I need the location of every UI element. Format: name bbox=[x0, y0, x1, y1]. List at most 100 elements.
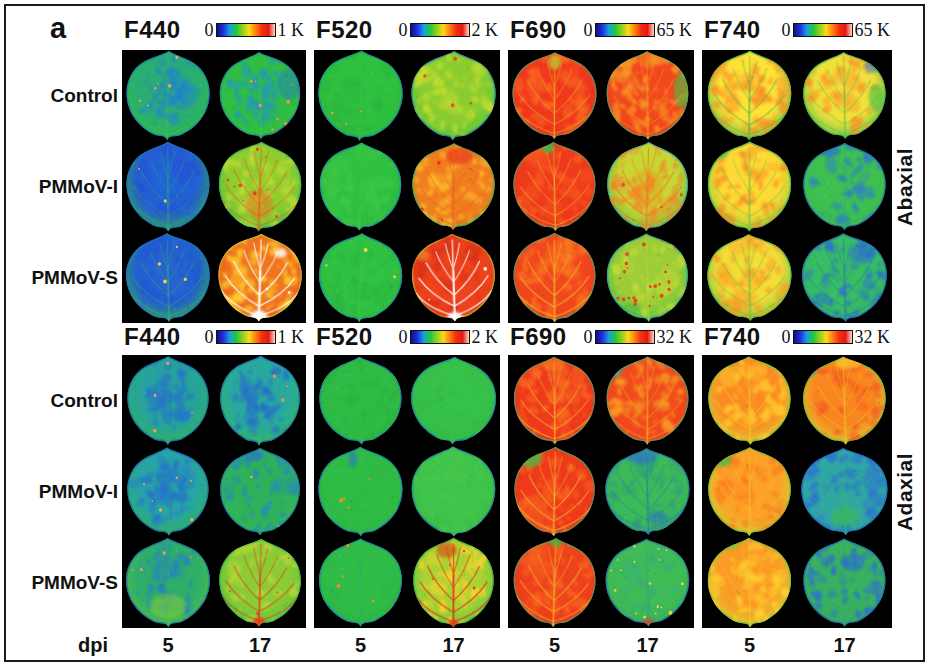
channel-header-f740-adaxial: F740 0 32 K bbox=[704, 323, 890, 351]
leaf-image-control-5dpi bbox=[704, 355, 795, 449]
figure-panel: a F44001 KF52002 KF690065 KF740065 KAbax… bbox=[0, 0, 931, 671]
channel-label: F520 bbox=[316, 16, 373, 44]
color-scale: 02 K bbox=[399, 327, 499, 348]
leaf-image-pmmov-i-17dpi bbox=[409, 445, 498, 540]
leaf-image-pmmov-s-17dpi bbox=[216, 231, 304, 323]
dpi-value: 17 bbox=[797, 634, 892, 657]
leaf-image-control-17dpi bbox=[409, 50, 498, 144]
dpi-value: 5 bbox=[508, 634, 601, 657]
leaf-image-pmmov-i-17dpi bbox=[216, 445, 304, 540]
row-label-pmmov-i: PMMoV-I bbox=[6, 481, 118, 503]
leaf-image-pmmov-i-5dpi bbox=[510, 140, 599, 235]
surface-label-abaxial: Abaxial bbox=[893, 117, 919, 257]
channel-header-f690-adaxial: F690 032 K bbox=[510, 323, 692, 351]
leaf-image-control-17dpi bbox=[799, 50, 890, 144]
scale-max-label: 65 K bbox=[855, 20, 891, 41]
leaf-image-control-17dpi bbox=[216, 355, 304, 449]
panel-letter: a bbox=[50, 12, 66, 45]
colorbar-gradient bbox=[595, 330, 655, 344]
leaf-panel-f520-adaxial bbox=[314, 355, 500, 628]
leaf-image-pmmov-i-17dpi bbox=[603, 445, 692, 540]
leaf-image-control-17dpi bbox=[603, 50, 692, 144]
leaf-image-pmmov-s-5dpi bbox=[124, 536, 212, 628]
channel-header-f440-abaxial: F440 0 1 K bbox=[124, 16, 304, 44]
leaf-image-pmmov-i-17dpi bbox=[799, 140, 890, 235]
leaf-image-pmmov-i-17dpi bbox=[799, 445, 890, 540]
leaf-image-control-17dpi bbox=[409, 355, 498, 449]
channel-label: F690 bbox=[510, 16, 567, 44]
leaf-image-pmmov-i-17dpi bbox=[216, 140, 304, 235]
leaf-image-pmmov-s-5dpi bbox=[316, 536, 405, 628]
leaf-image-pmmov-s-5dpi bbox=[704, 536, 795, 628]
leaf-image-pmmov-i-5dpi bbox=[124, 140, 212, 235]
leaf-panel-f690-adaxial bbox=[508, 355, 694, 628]
leaf-image-pmmov-s-17dpi bbox=[799, 536, 890, 628]
channel-label: F740 bbox=[704, 16, 761, 44]
channel-label: F440 bbox=[124, 16, 181, 44]
scale-min-label: 0 bbox=[205, 327, 214, 348]
leaf-image-pmmov-s-5dpi bbox=[704, 231, 795, 323]
row-label-pmmov-s: PMMoV-S bbox=[6, 572, 118, 594]
channel-label: F440 bbox=[124, 323, 181, 351]
scale-min-label: 0 bbox=[782, 327, 791, 348]
leaf-image-pmmov-i-5dpi bbox=[704, 445, 795, 540]
leaf-panel-f440-adaxial bbox=[122, 355, 306, 628]
dpi-value: 17 bbox=[214, 634, 306, 657]
scale-max-label: 1 K bbox=[278, 20, 305, 41]
scale-max-label: 1 K bbox=[278, 327, 305, 348]
scale-min-label: 0 bbox=[584, 327, 593, 348]
dpi-value: 5 bbox=[122, 634, 214, 657]
colorbar-gradient bbox=[793, 23, 853, 37]
channel-label: F740 bbox=[704, 323, 761, 351]
color-scale: 0 1 K bbox=[205, 20, 305, 41]
leaf-image-pmmov-i-17dpi bbox=[603, 140, 692, 235]
dpi-value: 5 bbox=[314, 634, 407, 657]
leaf-panel-f740-abaxial bbox=[702, 50, 892, 323]
row-label-control: Control bbox=[6, 85, 118, 107]
colorbar-gradient bbox=[595, 23, 655, 37]
leaf-image-pmmov-i-5dpi bbox=[124, 445, 212, 540]
scale-min-label: 0 bbox=[399, 20, 408, 41]
channel-label: F690 bbox=[510, 323, 567, 351]
leaf-panel-f740-adaxial bbox=[702, 355, 892, 628]
leaf-panel-f690-abaxial bbox=[508, 50, 694, 323]
colorbar-gradient bbox=[216, 23, 276, 37]
leaf-image-control-17dpi bbox=[799, 355, 890, 449]
row-label-control: Control bbox=[6, 390, 118, 412]
scale-max-label: 2 K bbox=[472, 327, 499, 348]
leaf-image-control-17dpi bbox=[216, 50, 304, 144]
dpi-axis-label: dpi bbox=[78, 634, 108, 657]
leaf-image-control-5dpi bbox=[316, 355, 405, 449]
channel-header-f740-abaxial: F740 0 65 K bbox=[704, 16, 890, 44]
colorbar-gradient bbox=[410, 23, 470, 37]
dpi-value: 5 bbox=[702, 634, 797, 657]
leaf-image-control-5dpi bbox=[316, 50, 405, 144]
leaf-image-control-5dpi bbox=[510, 50, 599, 144]
channel-header-f690-abaxial: F690065 K bbox=[510, 16, 692, 44]
dpi-value: 17 bbox=[407, 634, 500, 657]
color-scale: 0 32 K bbox=[782, 327, 891, 348]
leaf-image-control-5dpi bbox=[704, 50, 795, 144]
leaf-image-pmmov-s-17dpi bbox=[603, 231, 692, 323]
leaf-image-pmmov-s-17dpi bbox=[799, 231, 890, 323]
dpi-value: 17 bbox=[601, 634, 694, 657]
leaf-image-pmmov-i-17dpi bbox=[409, 140, 498, 235]
channel-header-f440-adaxial: F440 0 1 K bbox=[124, 323, 304, 351]
color-scale: 032 K bbox=[584, 327, 693, 348]
scale-min-label: 0 bbox=[782, 20, 791, 41]
leaf-image-pmmov-i-5dpi bbox=[316, 140, 405, 235]
leaf-image-control-17dpi bbox=[603, 355, 692, 449]
channel-header-f520-adaxial: F520 02 K bbox=[316, 323, 498, 351]
scale-max-label: 32 K bbox=[855, 327, 891, 348]
leaf-panel-f440-abaxial bbox=[122, 50, 306, 323]
channel-label: F520 bbox=[316, 323, 373, 351]
scale-min-label: 0 bbox=[205, 20, 214, 41]
colorbar-gradient bbox=[410, 330, 470, 344]
leaf-image-pmmov-s-17dpi bbox=[409, 231, 498, 323]
leaf-image-pmmov-s-5dpi bbox=[510, 231, 599, 323]
leaf-image-pmmov-s-5dpi bbox=[124, 231, 212, 323]
leaf-image-pmmov-i-5dpi bbox=[510, 445, 599, 540]
leaf-image-control-5dpi bbox=[510, 355, 599, 449]
leaf-image-control-5dpi bbox=[124, 50, 212, 144]
leaf-image-pmmov-i-5dpi bbox=[316, 445, 405, 540]
